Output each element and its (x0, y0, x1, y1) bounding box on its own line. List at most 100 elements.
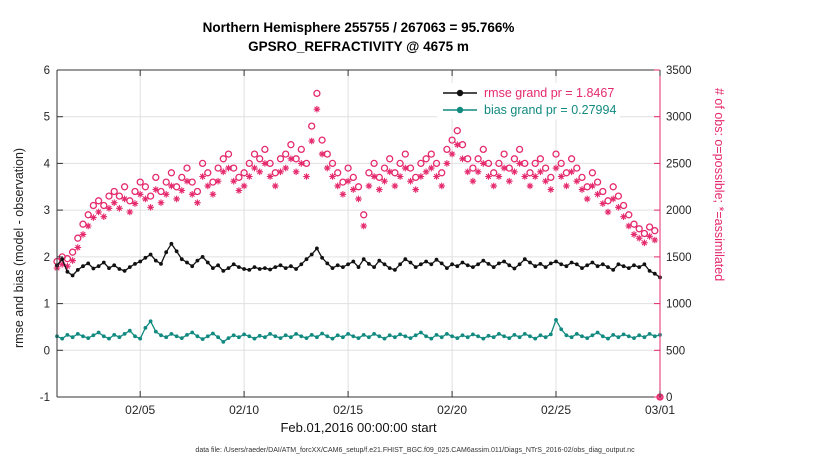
bias-marker (304, 336, 309, 340)
y-left-tick-label: 5 (44, 112, 50, 124)
rmse-marker (408, 260, 413, 265)
possible-obs-marker (635, 225, 643, 233)
possible-obs-marker (328, 159, 337, 168)
rmse-marker (164, 250, 169, 255)
bias-marker (164, 335, 169, 340)
rmse-marker (237, 265, 241, 269)
rmse-marker (445, 266, 449, 270)
rmse-marker (590, 260, 595, 265)
y-left-tick-label: 1 (44, 299, 50, 311)
rmse-marker (122, 269, 127, 273)
rmse-marker (554, 259, 558, 264)
bias-marker (455, 336, 460, 340)
bias-marker (211, 331, 215, 336)
rmse-marker (585, 263, 590, 268)
rmse-marker (96, 264, 101, 269)
possible-obs-marker (297, 145, 305, 154)
rmse-marker (351, 259, 356, 264)
assimilated-obs-markers (53, 105, 664, 401)
possible-obs-marker (427, 150, 435, 158)
y-right-tick-label: 2000 (666, 205, 692, 217)
bias-marker (491, 335, 496, 340)
possible-obs-marker (172, 183, 181, 191)
bias-marker (439, 335, 444, 340)
rmse-marker (101, 260, 106, 265)
possible-obs-marker (453, 127, 461, 135)
rmse-marker (195, 258, 200, 263)
bias-marker (268, 332, 272, 336)
possible-obs-marker (235, 173, 243, 182)
rmse-marker (398, 262, 402, 267)
rmse-marker (413, 265, 418, 269)
rmse-marker (517, 262, 522, 267)
bias-marker (548, 332, 553, 337)
bias-marker (652, 334, 657, 339)
bias-marker (450, 334, 454, 339)
rmse-marker (507, 263, 512, 268)
rmse-marker (330, 266, 335, 270)
possible-obs-marker (131, 187, 139, 196)
rmse-marker (538, 262, 543, 266)
bias-marker (96, 330, 101, 335)
possible-obs-marker (188, 178, 196, 186)
bias-marker (231, 333, 236, 338)
bias-marker (424, 334, 428, 339)
bias-marker (476, 334, 480, 339)
possible-obs-marker (609, 183, 617, 191)
possible-obs-marker (651, 227, 659, 235)
rmse-marker (569, 260, 574, 265)
rmse-marker (91, 266, 96, 271)
rmse-marker (325, 261, 330, 266)
possible-obs-marker (74, 234, 82, 242)
possible-obs-marker (261, 145, 269, 154)
bias-marker (216, 335, 221, 340)
bias-marker (169, 332, 174, 336)
rmse-marker (616, 262, 621, 267)
bias-marker (107, 336, 111, 341)
bias-marker (91, 333, 96, 338)
possible-obs-marker (136, 178, 144, 186)
possible-obs-marker (370, 159, 378, 168)
bias-marker (356, 336, 361, 340)
bias-marker (226, 336, 231, 340)
bias-marker (647, 332, 652, 336)
possible-obs-marker (448, 136, 456, 144)
rmse-marker (502, 259, 506, 264)
possible-obs-marker (365, 169, 373, 177)
rmse-marker (595, 264, 600, 269)
bias-marker (382, 336, 387, 341)
y-axis-right-label: # of obs: o=possible; *=assimilated (712, 88, 726, 282)
rmse-marker (257, 267, 262, 271)
bias-marker (247, 334, 252, 339)
bias-marker (512, 333, 517, 337)
rmse-marker (211, 266, 215, 270)
rmse-marker (372, 265, 376, 269)
rmse-marker (86, 261, 91, 266)
bias-marker (143, 326, 148, 330)
possible-obs-marker (531, 159, 539, 168)
bias-marker (580, 334, 584, 339)
possible-obs-marker (214, 164, 222, 172)
possible-obs-marker (386, 155, 394, 163)
rmse-marker (393, 268, 397, 272)
rmse-marker (481, 258, 486, 263)
x-tick-label: 02/05 (125, 403, 155, 417)
possible-obs-marker (339, 178, 347, 186)
possible-obs-marker (375, 173, 383, 182)
possible-obs-marker (526, 169, 534, 177)
rmse-marker (429, 262, 434, 267)
possible-obs-marker (183, 164, 191, 172)
rmse-marker (299, 262, 304, 267)
bias-marker (195, 334, 200, 339)
bias-marker (252, 336, 257, 341)
possible-obs-marker (287, 141, 295, 149)
bias-marker (320, 331, 324, 336)
rmse-marker (559, 262, 564, 267)
bias-marker (289, 335, 293, 340)
possible-obs-marker (578, 173, 586, 182)
bias-marker (398, 332, 402, 337)
bias-marker (315, 335, 319, 340)
bias-marker (205, 334, 210, 339)
possible-obs-marker (552, 150, 560, 158)
